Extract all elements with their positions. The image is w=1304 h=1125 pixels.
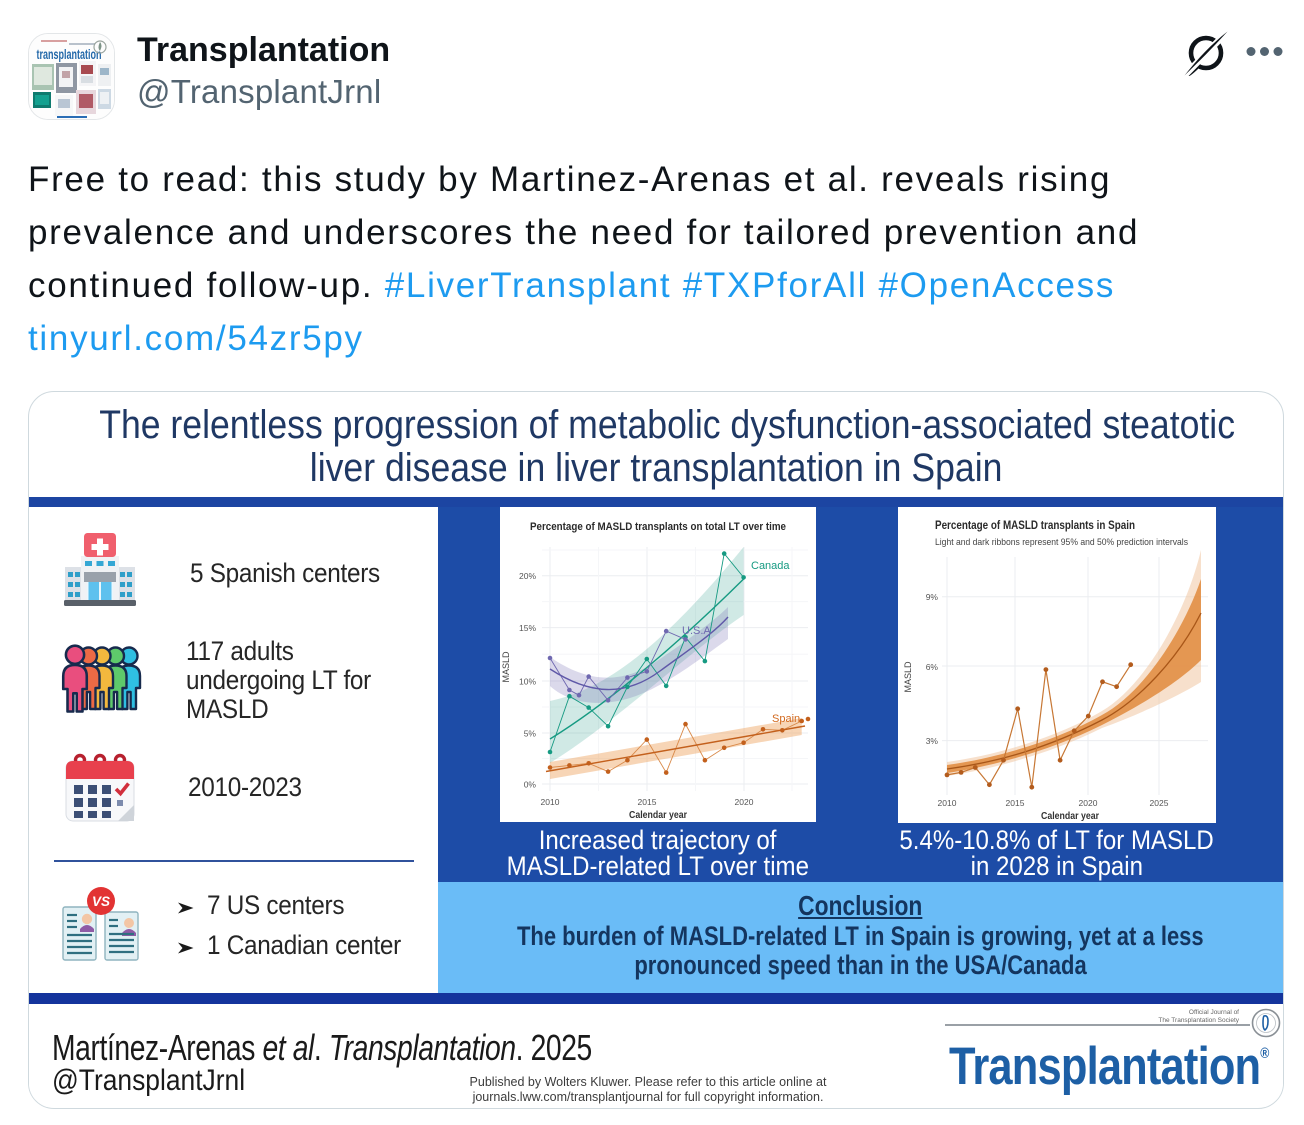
svg-text:MASLD: MASLD [903, 661, 913, 693]
svg-text:Calendar year: Calendar year [629, 810, 687, 821]
svg-text:2015: 2015 [638, 797, 657, 807]
svg-text:0%: 0% [524, 780, 537, 790]
svg-text:2020: 2020 [735, 797, 754, 807]
svg-text:20%: 20% [519, 571, 536, 581]
svg-text:2025: 2025 [1150, 798, 1169, 808]
svg-text:Canada: Canada [751, 560, 790, 572]
svg-text:VS: VS [92, 894, 110, 909]
svg-text:10%: 10% [519, 677, 536, 687]
svg-text:2015: 2015 [1006, 798, 1025, 808]
svg-text:2010: 2010 [938, 798, 957, 808]
svg-text:Percentage of MASLD transplant: Percentage of MASLD transplants on total… [530, 521, 786, 533]
svg-text:6%: 6% [926, 662, 939, 672]
svg-text:Calendar year: Calendar year [1041, 811, 1099, 822]
svg-text:U.S.A: U.S.A [682, 625, 711, 637]
svg-text:2020: 2020 [1079, 798, 1098, 808]
svg-text:Spain: Spain [772, 713, 800, 725]
svg-text:Percentage of MASLD transplant: Percentage of MASLD transplants in Spain [935, 520, 1135, 532]
svg-text:Light and dark ribbons represe: Light and dark ribbons represent 95% and… [935, 537, 1188, 548]
svg-text:2010: 2010 [541, 797, 560, 807]
svg-text:transplantation: transplantation [37, 47, 102, 62]
svg-text:15%: 15% [519, 623, 536, 633]
svg-text:9%: 9% [926, 592, 939, 602]
svg-text:5%: 5% [524, 729, 537, 739]
svg-text:MASLD: MASLD [501, 651, 511, 683]
svg-text:3%: 3% [926, 736, 939, 746]
